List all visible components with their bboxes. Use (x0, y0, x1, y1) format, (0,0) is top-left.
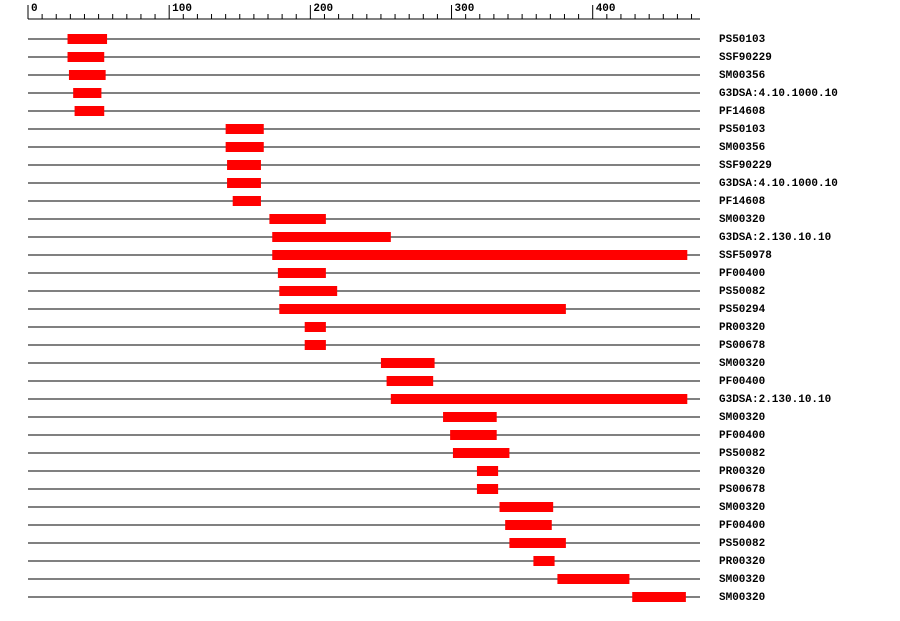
domain-bar (73, 88, 102, 98)
row-label: SSF90229 (719, 52, 772, 64)
domain-bar (232, 196, 261, 206)
x-tick-label: 0 (31, 3, 38, 15)
domain-bar (225, 124, 264, 134)
row-label: PS50082 (719, 286, 765, 298)
domain-bar (269, 214, 326, 224)
row-label: PF00400 (719, 430, 765, 442)
row-label: G3DSA:4.10.1000.10 (719, 88, 838, 100)
domain-bar (67, 34, 108, 44)
domain-bar (390, 394, 688, 404)
row-label: G3DSA:4.10.1000.10 (719, 178, 838, 190)
domain-bar (68, 70, 106, 80)
row-label: PR00320 (719, 556, 765, 568)
x-tick-label: 200 (313, 3, 333, 15)
row-label: PS00678 (719, 484, 766, 496)
x-tick-label: 400 (596, 3, 616, 15)
domain-bar (380, 358, 435, 368)
row-label: SM00320 (719, 574, 765, 586)
row-label: SSF50978 (719, 250, 772, 262)
domain-bar (443, 412, 497, 422)
domain-bar (476, 466, 499, 476)
row-label: PR00320 (719, 322, 765, 334)
row-label: SM00320 (719, 592, 765, 604)
domain-bar (225, 142, 264, 152)
domain-bar (227, 160, 261, 170)
row-label: PR00320 (719, 466, 765, 478)
row-label: PF14608 (719, 106, 766, 118)
row-label: PS50082 (719, 538, 765, 550)
row-label: PS50103 (719, 124, 766, 136)
row-label: PF00400 (719, 520, 765, 532)
row-label: G3DSA:2.130.10.10 (719, 394, 831, 406)
domain-bar (505, 520, 552, 530)
domain-bar (279, 286, 338, 296)
domain-bar (533, 556, 555, 566)
row-label: SSF90229 (719, 160, 772, 172)
x-tick-label: 100 (172, 3, 192, 15)
row-label: PF14608 (719, 196, 766, 208)
row-label: PF00400 (719, 268, 765, 280)
row-label: PS50103 (719, 34, 766, 46)
domain-bar (304, 322, 326, 332)
row-label: G3DSA:2.130.10.10 (719, 232, 831, 244)
domain-bar (277, 268, 326, 278)
row-label: PS50294 (719, 304, 766, 316)
domain-bar (386, 376, 434, 386)
row-label: SM00320 (719, 358, 765, 370)
domain-bar (509, 538, 566, 548)
row-label: SM00356 (719, 70, 765, 82)
domain-bar (74, 106, 105, 116)
domain-bar (272, 250, 688, 260)
domain-bar (499, 502, 554, 512)
domain-bar (304, 340, 326, 350)
x-tick-label: 300 (455, 3, 475, 15)
domain-bar (227, 178, 261, 188)
domain-bar (557, 574, 630, 584)
row-label: PS00678 (719, 340, 766, 352)
domain-bar (452, 448, 510, 458)
domain-bar (272, 232, 391, 242)
domain-bar (67, 52, 105, 62)
domain-bar (450, 430, 497, 440)
row-label: PS50082 (719, 448, 765, 460)
row-label: SM00320 (719, 502, 765, 514)
row-label: SM00320 (719, 412, 765, 424)
domain-bar (632, 592, 686, 602)
row-label: SM00356 (719, 142, 765, 154)
row-label: SM00320 (719, 214, 765, 226)
domain-bar (476, 484, 499, 494)
domain-bar (279, 304, 566, 314)
row-label: PF00400 (719, 376, 765, 388)
